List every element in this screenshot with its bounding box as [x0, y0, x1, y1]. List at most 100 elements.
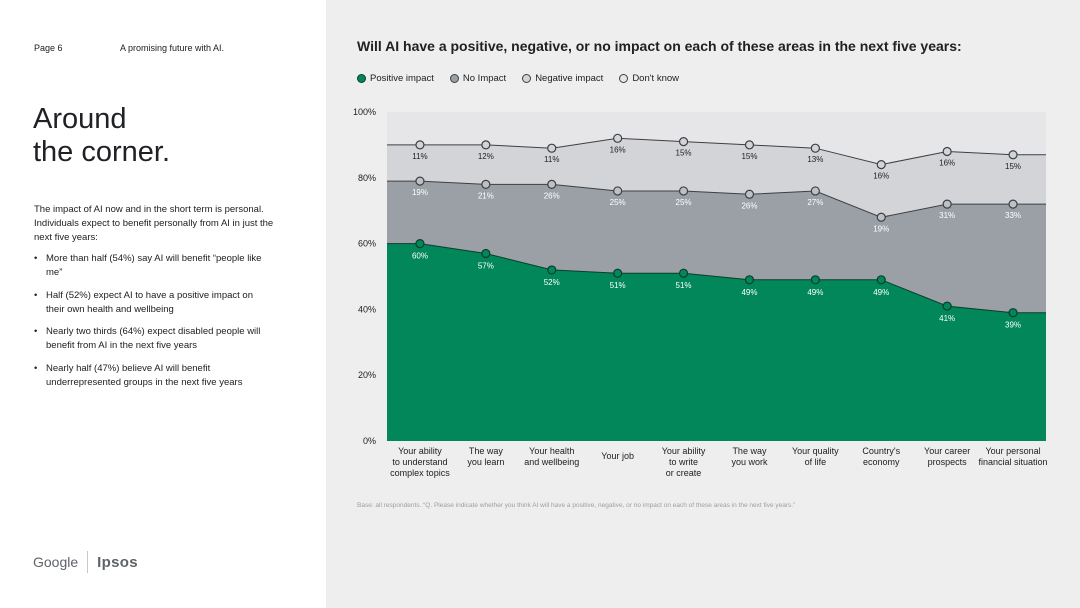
x-category-label: Your ability [398, 446, 442, 456]
legend-marker-no-impact [449, 74, 459, 83]
data-label-no-impact: 21% [478, 191, 494, 200]
x-category-label: Your personal [985, 446, 1040, 456]
y-tick-label: 0% [363, 436, 376, 446]
logo-divider [87, 551, 89, 573]
point-no-impact [481, 179, 491, 189]
key-findings-list: More than half (54%) say AI will benefit… [34, 252, 274, 398]
data-label-positive: 57% [478, 261, 494, 270]
point-positive [678, 268, 689, 278]
headline-line-1: Around [33, 103, 127, 135]
line-no-impact-top [387, 180, 1046, 218]
point-negative [810, 143, 820, 153]
data-label-no-impact: 25% [610, 198, 626, 207]
data-label-no-impact: 19% [412, 188, 428, 197]
data-label-positive: 52% [544, 278, 560, 287]
point-positive [547, 265, 557, 275]
ipsos-logo: Ipsos [97, 553, 138, 571]
data-label-negative: 16% [610, 145, 626, 154]
data-label-no-impact: 26% [544, 191, 560, 200]
legend-marker-dont-know [619, 74, 629, 83]
data-label-no-impact: 25% [676, 198, 692, 207]
y-tick-label: 100% [353, 107, 376, 117]
data-label-positive: 60% [412, 252, 428, 261]
point-no-impact [876, 212, 886, 222]
point-negative [415, 140, 425, 150]
legend-item-no-impact: No Impact [449, 73, 507, 84]
x-category-label: financial situation [979, 457, 1048, 467]
legend-marker-negative [522, 74, 532, 83]
x-category-label: Your quality [792, 446, 839, 456]
finding-item: Nearly two thirds (64%) expect disabled … [34, 325, 274, 353]
data-label-negative: 16% [873, 172, 889, 181]
y-tick-label: 60% [358, 239, 376, 249]
data-label-negative: 11% [412, 152, 427, 161]
point-positive [481, 248, 491, 259]
x-category-label: Your health [529, 446, 574, 456]
data-label-no-impact: 26% [741, 201, 757, 210]
point-no-impact [678, 186, 689, 196]
area-positive-impact [387, 243, 1046, 441]
data-label-positive: 39% [1005, 321, 1021, 330]
point-negative [876, 160, 886, 170]
finding-item: Half (52%) expect AI to have a positive … [34, 289, 274, 317]
data-label-positive: 51% [676, 281, 692, 290]
data-label-negative: 12% [478, 152, 494, 161]
data-label-no-impact: 31% [939, 211, 955, 220]
chart-legend: Positive impact No Impact Negative impac… [357, 73, 695, 84]
data-label-negative: 16% [939, 158, 955, 167]
data-label-positive: 51% [610, 281, 626, 290]
left-panel: Page 6 A promising future with AI. Aroun… [0, 0, 326, 608]
legend-label-negative: Negative impact [535, 73, 604, 84]
point-positive [942, 301, 952, 311]
data-label-no-impact: 27% [807, 198, 823, 207]
chart-footnote: Base: all respondents. “Q. Please indica… [357, 502, 796, 509]
point-negative [481, 140, 491, 150]
x-category-label: The way [469, 446, 504, 456]
x-category-label: Country's [862, 446, 900, 456]
point-positive [1008, 308, 1018, 318]
point-no-impact [1008, 199, 1018, 209]
finding-item: Nearly half (47%) believe AI will benefi… [34, 362, 274, 390]
legend-item-dont-know: Don't know [619, 73, 679, 84]
legend-marker-positive [357, 74, 366, 83]
x-category-label: The way [732, 446, 767, 456]
data-label-negative: 13% [807, 155, 823, 164]
x-category-label: Your career [924, 446, 970, 456]
point-negative [744, 140, 755, 150]
x-category-label: of life [805, 457, 827, 467]
point-negative [678, 137, 689, 147]
chart-title: Will AI have a positive, negative, or no… [357, 38, 962, 54]
x-category-label: economy [863, 457, 900, 467]
legend-label-dont-know: Don't know [632, 73, 680, 84]
data-label-no-impact: 33% [1005, 211, 1021, 220]
point-no-impact [415, 176, 425, 186]
point-negative [942, 146, 952, 157]
finding-item: More than half (54%) say AI will benefit… [34, 252, 274, 280]
y-tick-label: 80% [358, 173, 376, 183]
point-negative [1008, 150, 1018, 160]
x-category-label: Your job [601, 451, 634, 461]
legend-item-positive: Positive impact [357, 73, 434, 84]
page-number: Page 6 [34, 43, 63, 53]
point-no-impact [744, 189, 755, 199]
data-label-positive: 49% [873, 288, 889, 297]
page-headline: Around the corner. [33, 103, 170, 169]
data-label-negative: 15% [1005, 162, 1021, 171]
x-category-label: prospects [928, 457, 968, 467]
data-label-negative: 11% [544, 155, 559, 164]
legend-label-positive: Positive impact [370, 73, 434, 84]
point-no-impact [942, 199, 952, 209]
partner-logos: Google Ipsos [33, 551, 138, 573]
section-title: A promising future with AI. [120, 43, 225, 53]
point-positive [415, 239, 425, 249]
legend-label-no-impact: No Impact [462, 73, 507, 84]
data-label-positive: 49% [741, 288, 757, 297]
line-negative-top [387, 137, 1046, 166]
point-no-impact [547, 179, 557, 189]
line-positive-top [387, 243, 1046, 314]
y-tick-label: 40% [358, 304, 376, 314]
point-negative [547, 143, 557, 153]
data-label-no-impact: 19% [873, 224, 889, 233]
x-category-label: or create [666, 468, 702, 478]
